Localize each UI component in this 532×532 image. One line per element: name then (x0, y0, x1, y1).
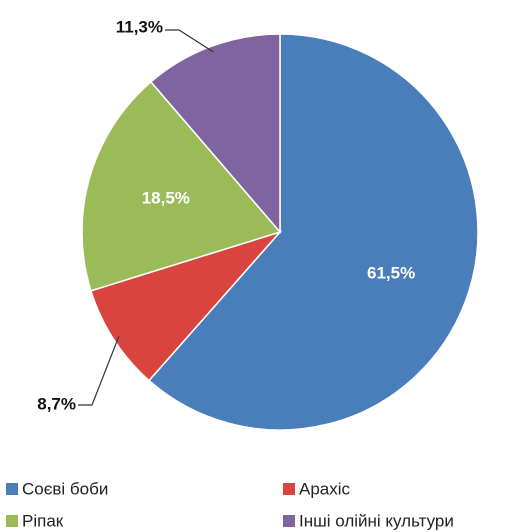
legend-label: Арахіс (299, 479, 351, 498)
pie-slice (89, 230, 283, 382)
legend-label: Інші олійні культури (299, 511, 454, 530)
legend-label: Ріпак (22, 511, 64, 530)
legend-swatch (283, 483, 295, 495)
data-label: 11,3% (116, 17, 163, 36)
data-label: 61,5% (367, 263, 415, 282)
leader-line (78, 336, 120, 406)
leader-line (165, 29, 214, 53)
pie-slice (148, 33, 479, 431)
legend-swatch (6, 483, 18, 495)
pie-slice (81, 80, 282, 292)
legend-label: Соєві боби (22, 479, 108, 498)
data-label: 8,7% (37, 394, 76, 413)
pie-slice (149, 33, 281, 235)
legend-swatch (283, 515, 295, 527)
data-label: 18,5% (142, 189, 190, 208)
legend-swatch (6, 515, 18, 527)
